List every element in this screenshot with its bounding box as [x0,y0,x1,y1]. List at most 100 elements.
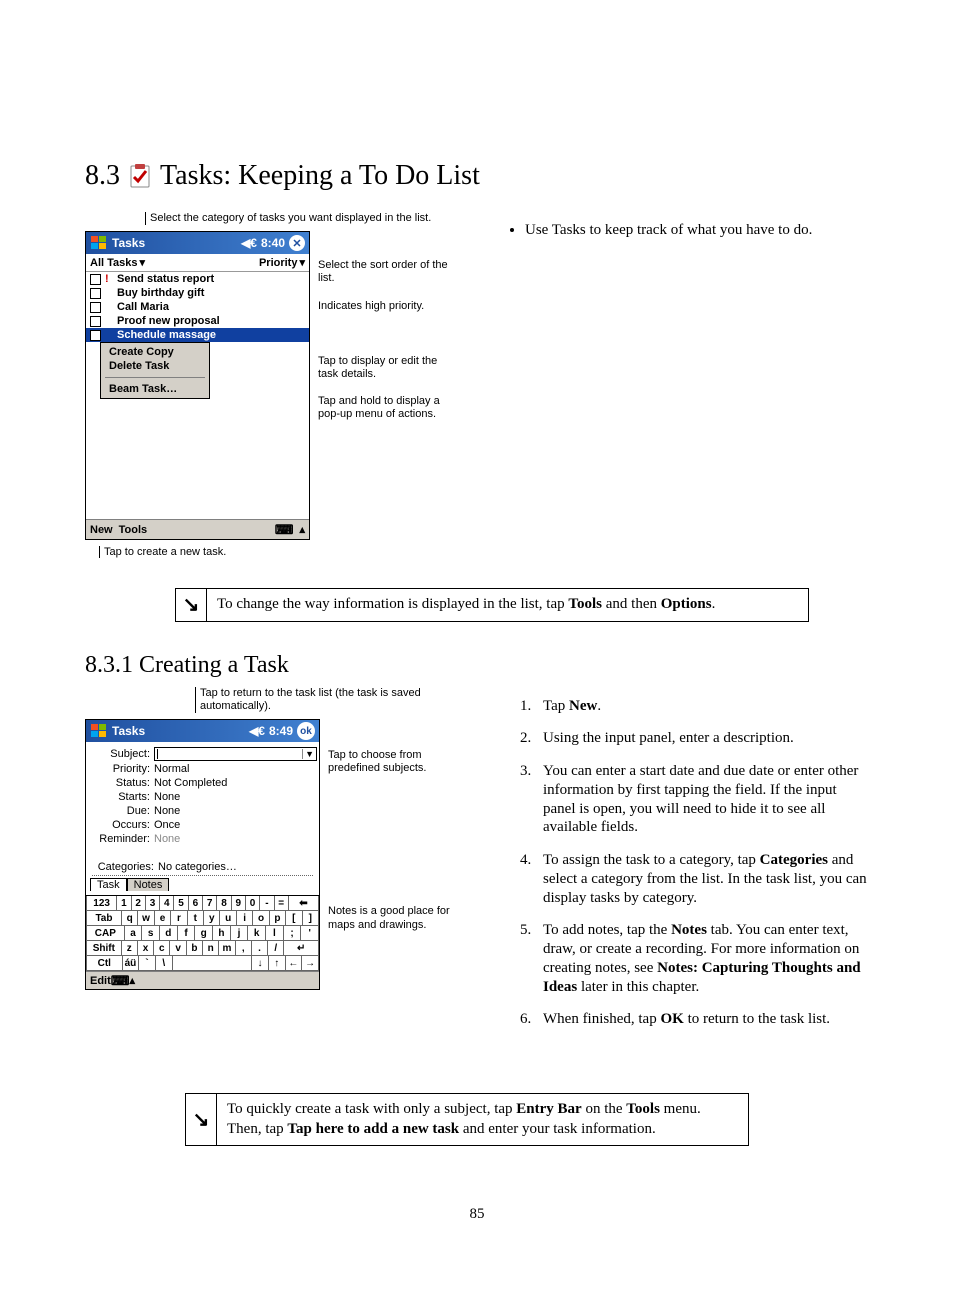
task-checkbox[interactable] [90,274,101,285]
keyboard-key[interactable]: - [260,896,274,911]
status-field[interactable]: Not Completed [154,777,317,789]
task-checkbox[interactable] [90,288,101,299]
due-field[interactable]: None [154,805,317,817]
task-row[interactable]: ! Send status report [86,272,309,286]
volume-icon[interactable]: ◀€ [241,236,257,250]
up-icon[interactable]: ▴ [299,523,305,536]
keyboard-key[interactable]: 6 [189,896,203,911]
starts-field[interactable]: None [154,791,317,803]
keyboard-key[interactable]: ; [284,926,302,941]
keyboard-key[interactable]: 4 [160,896,174,911]
keyboard-key[interactable]: i [237,911,253,926]
keyboard-key[interactable]: d [160,926,178,941]
keyboard-key[interactable]: ] [303,911,319,926]
reminder-field[interactable]: None [154,833,317,845]
ok-button[interactable]: ok [297,722,315,740]
category-dropdown[interactable]: All Tasks ▾ [90,256,145,269]
task-row[interactable]: Call Maria [86,300,309,314]
keyboard-key[interactable]: , [236,941,252,956]
keyboard-key[interactable]: k [248,926,266,941]
tab-task[interactable]: Task [90,878,127,891]
keyboard-key[interactable]: j [231,926,249,941]
menu-item-create-copy[interactable]: Create Copy [101,345,209,359]
keyboard-key[interactable]: 5 [174,896,188,911]
keyboard-key[interactable]: a [125,926,143,941]
keyboard-key[interactable]: . [252,941,268,956]
keyboard-key[interactable]: o [253,911,269,926]
new-button[interactable]: New [90,524,113,536]
task-row[interactable]: Schedule massage [86,328,309,342]
keyboard-key[interactable]: 123 [86,896,117,911]
keyboard-key[interactable]: Shift [86,941,122,956]
keyboard-key[interactable]: v [170,941,186,956]
keyboard-key[interactable]: n [203,941,219,956]
keyboard-key[interactable]: ⬅ [289,896,319,911]
keyboard-key[interactable]: c [154,941,170,956]
start-icon[interactable] [90,235,108,251]
keyboard-key[interactable]: z [122,941,138,956]
menu-item-beam-task[interactable]: Beam Task… [101,382,209,396]
menu-item-delete-task[interactable]: Delete Task [101,359,209,373]
keyboard-key[interactable]: 0 [246,896,260,911]
task-checkbox[interactable] [90,302,101,313]
keyboard-key[interactable]: e [155,911,171,926]
up-icon[interactable]: ▴ [130,974,136,987]
keyboard-key[interactable]: = [275,896,289,911]
keyboard-key[interactable]: b [187,941,203,956]
keyboard-key[interactable]: CAP [86,926,125,941]
keyboard-key[interactable]: ← [286,956,303,971]
keyboard-icon[interactable]: ⌨ [275,522,294,538]
keyboard-key[interactable]: f [178,926,196,941]
keyboard-key[interactable]: / [268,941,284,956]
keyboard-key[interactable]: l [266,926,284,941]
keyboard-key[interactable]: Tab [86,911,122,926]
keyboard-key[interactable]: t [188,911,204,926]
task-checkbox[interactable] [90,316,101,327]
keyboard-key[interactable]: ↓ [252,956,269,971]
subject-input[interactable]: ▼ [154,747,317,761]
keyboard-key[interactable]: p [270,911,286,926]
edit-button[interactable]: Edit [90,975,111,987]
keyboard-key[interactable]: m [219,941,235,956]
keyboard-key[interactable]: g [195,926,213,941]
keyboard-key[interactable]: 2 [132,896,146,911]
keyboard-key[interactable]: u [220,911,236,926]
close-icon[interactable]: ✕ [289,235,305,251]
keyboard-key[interactable]: q [122,911,138,926]
keyboard-key[interactable]: 3 [146,896,160,911]
keyboard-key[interactable]: x [138,941,154,956]
keyboard-key[interactable]: 9 [232,896,246,911]
keyboard-key[interactable]: 8 [217,896,231,911]
occurs-field[interactable]: Once [154,819,317,831]
keyboard-key[interactable]: ' [301,926,319,941]
tab-notes[interactable]: Notes [127,878,170,891]
keyboard-key[interactable]: áü [123,956,140,971]
soft-keyboard[interactable]: 1231234567890-=⬅ Tabqwertyuiop[] CAPasdf… [86,895,319,971]
keyboard-key[interactable]: h [213,926,231,941]
keyboard-key[interactable]: \ [156,956,173,971]
keyboard-key[interactable]: w [138,911,154,926]
categories-field[interactable]: No categories… [158,861,313,873]
keyboard-key[interactable]: → [302,956,319,971]
keyboard-key[interactable]: ↵ [284,941,319,956]
keyboard-key[interactable]: [ [286,911,302,926]
keyboard-icon[interactable]: ⌨ [111,973,130,989]
keyboard-key[interactable]: 1 [117,896,131,911]
keyboard-key[interactable]: r [171,911,187,926]
keyboard-key[interactable]: Ctl [86,956,123,971]
start-icon[interactable] [90,723,108,739]
keyboard-key[interactable]: y [204,911,220,926]
keyboard-key[interactable]: s [142,926,160,941]
task-row[interactable]: Proof new proposal [86,314,309,328]
priority-field[interactable]: Normal [154,763,317,775]
chevron-down-icon[interactable]: ▼ [302,749,316,759]
sort-dropdown[interactable]: Priority ▾ [259,256,305,269]
task-checkbox[interactable] [90,330,101,341]
keyboard-key[interactable]: 7 [203,896,217,911]
keyboard-key[interactable] [173,956,253,971]
volume-icon[interactable]: ◀€ [249,724,265,738]
task-row[interactable]: Buy birthday gift [86,286,309,300]
keyboard-key[interactable]: ↑ [269,956,286,971]
tools-button[interactable]: Tools [119,524,148,536]
keyboard-key[interactable]: ` [139,956,156,971]
